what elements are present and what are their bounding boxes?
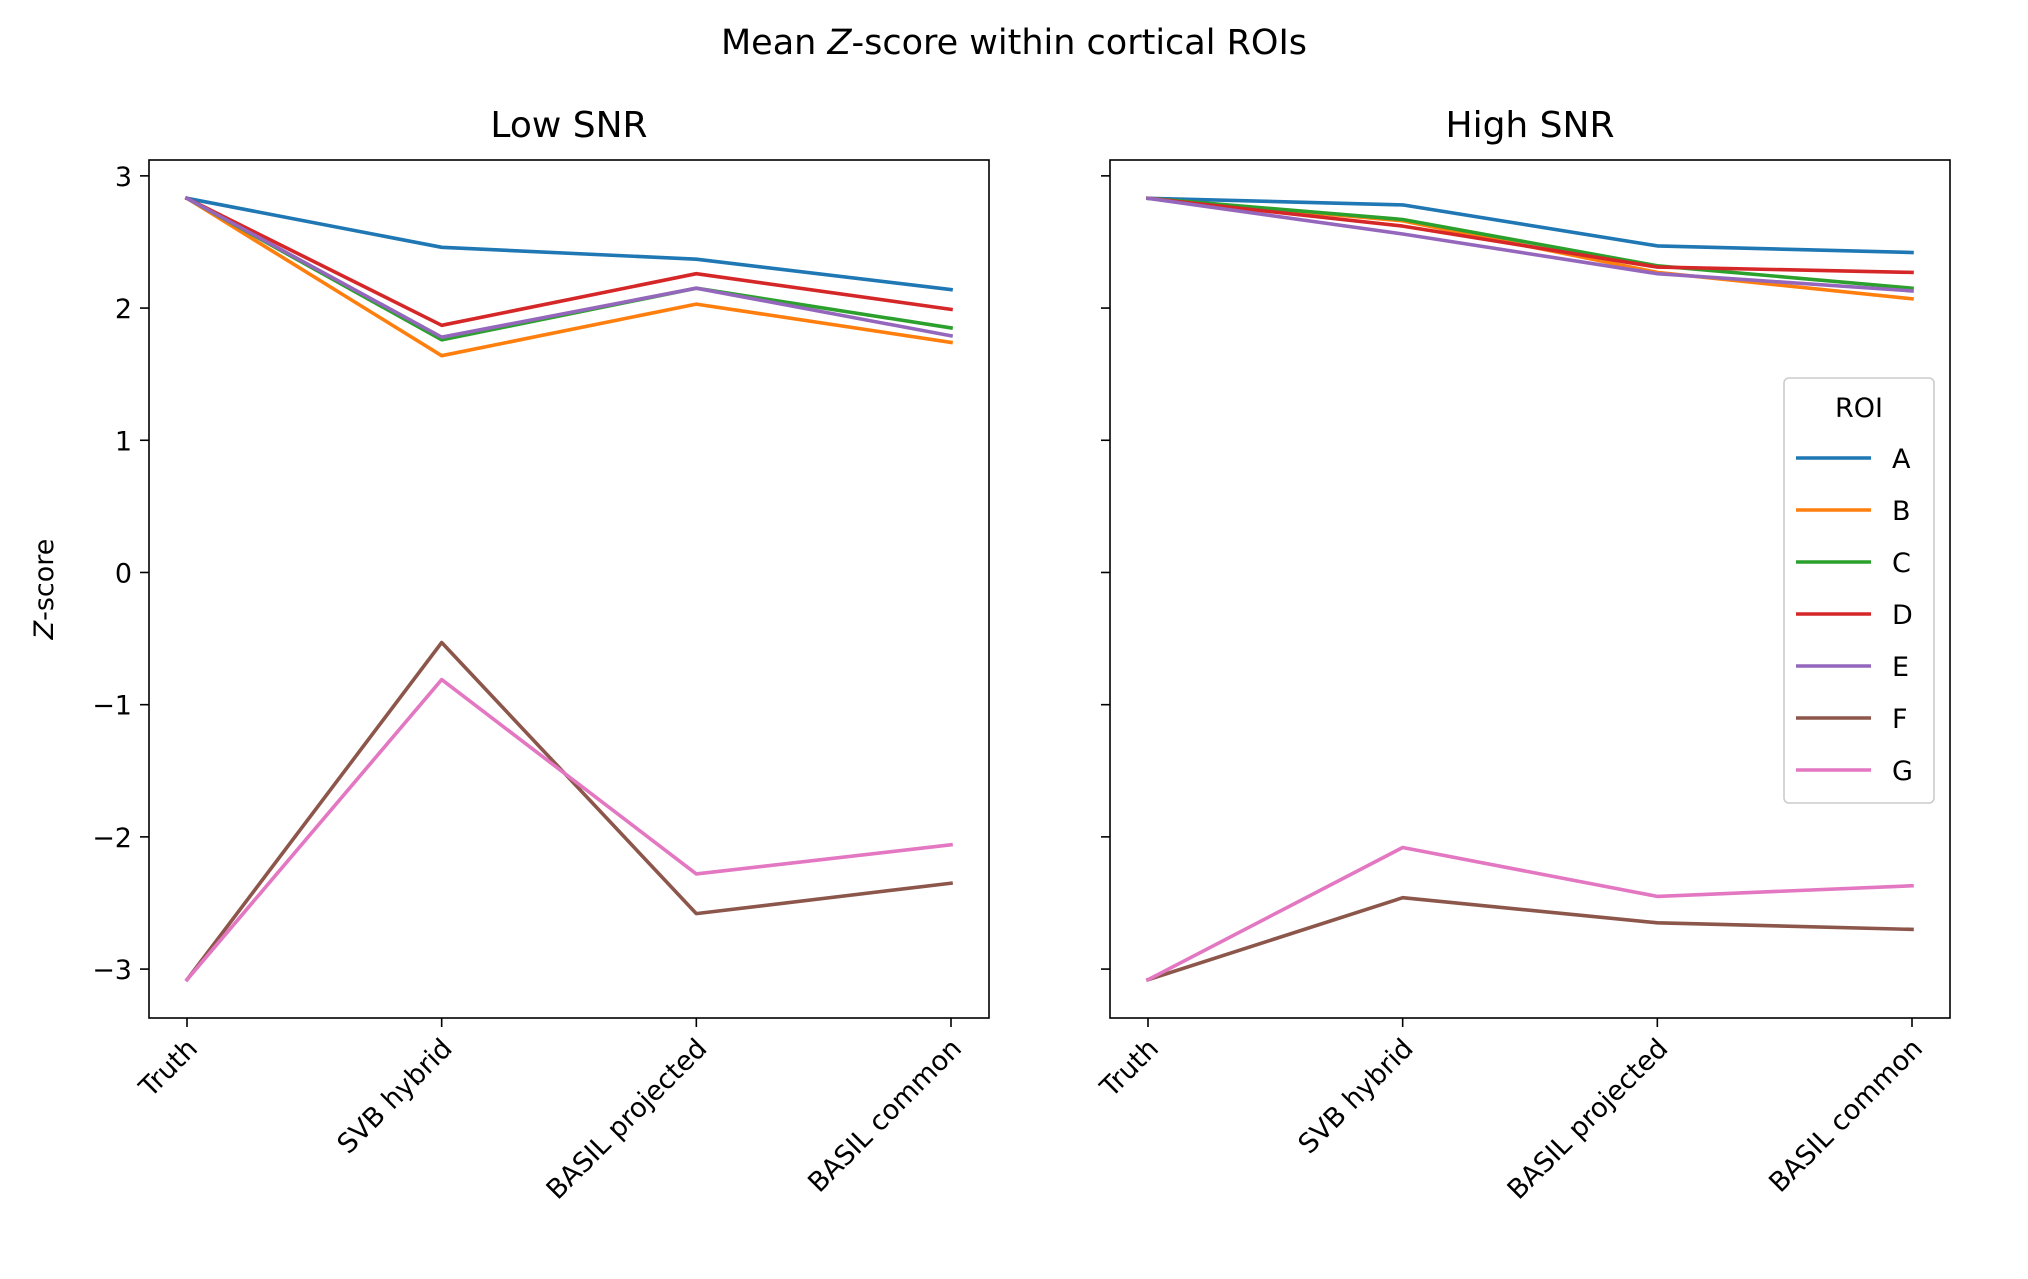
x-tick-label: SVB hybrid (332, 1033, 459, 1160)
legend-title: ROI (1835, 393, 1883, 424)
series-line-f (1145, 895, 1914, 982)
y-tick-label: 1 (115, 426, 132, 457)
x-tick-label: Truth (1094, 1033, 1165, 1104)
x-tick-label: BASIL common (802, 1033, 968, 1199)
series-line-f (184, 640, 954, 983)
y-axis-label: Z-score (29, 539, 60, 641)
figure-suptitle: Mean Z-score within cortical ROIs (721, 23, 1307, 63)
x-tick-label: Truth (133, 1033, 204, 1104)
series-line-a (1146, 196, 1914, 255)
panel-title: High SNR (1446, 105, 1615, 146)
panel-low-snr: Low SNR 3 2 1 0 −1 −2 −3 Truth SVB hybrid BASIL pr… (29, 105, 990, 1206)
legend-label-c: C (1892, 548, 1911, 579)
series-line-b (184, 195, 954, 358)
panel-title: Low SNR (490, 105, 647, 146)
series-line-g (1145, 845, 1914, 983)
series-line-d (1146, 196, 1914, 275)
x-tick-label: SVB hybrid (1293, 1033, 1420, 1160)
x-tick-label: BASIL projected (1502, 1033, 1675, 1206)
legend-box (1783, 377, 1935, 804)
series-line-g (184, 677, 953, 983)
legend-label-f: F (1892, 704, 1908, 735)
series-line-d (184, 195, 954, 328)
axes-frame (1109, 159, 1951, 1019)
y-tick-label: −2 (92, 823, 132, 854)
x-tick-label: BASIL projected (541, 1033, 714, 1206)
series-line-a (184, 196, 954, 292)
legend-label-g: G (1892, 756, 1913, 787)
legend-label-b: B (1892, 496, 1911, 527)
y-tick-label: 3 (115, 162, 132, 193)
y-tick-label: 2 (115, 294, 132, 325)
series-line-e (1145, 196, 1914, 293)
y-tick-label: −1 (92, 691, 132, 722)
y-tick-label: −3 (92, 955, 132, 986)
legend-label-a: A (1892, 444, 1911, 475)
series-line-e (184, 195, 954, 340)
legend-label-e: E (1892, 652, 1909, 683)
legend-label-d: D (1892, 600, 1913, 631)
y-tick-label: 0 (115, 558, 132, 589)
series-line-c (1146, 196, 1914, 291)
axes-frame (148, 159, 990, 1019)
x-tick-label: BASIL common (1763, 1033, 1929, 1199)
panel-high-snr: High SNR Truth SVB hybrid BASIL projected BA… (1094, 105, 1951, 1206)
